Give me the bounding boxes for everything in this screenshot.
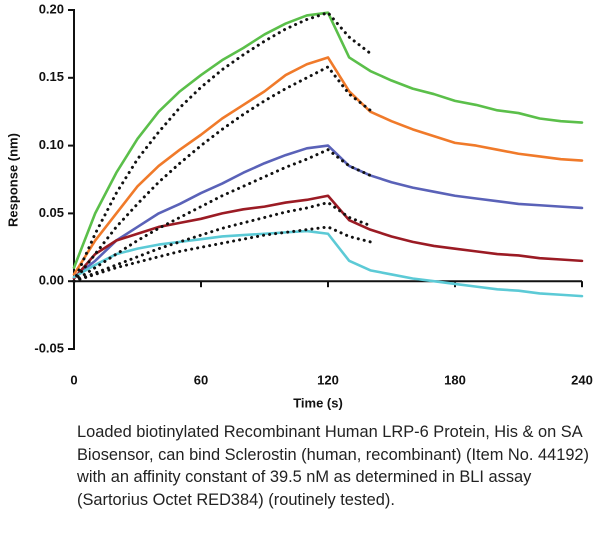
chart: Time (s) Response (nm) -0.05 0.00 0.05 0.10… xyxy=(5,1,593,410)
caption: Loaded biotinylated Recombinant Human LR… xyxy=(77,423,590,509)
fit-line xyxy=(72,65,372,283)
x-tick-label: 180 xyxy=(444,372,466,387)
fit-line xyxy=(72,148,372,283)
data-line xyxy=(72,11,584,269)
data-line xyxy=(72,229,584,298)
x-axis-label: Time (s) xyxy=(293,395,343,410)
y-tick-label: 0.15 xyxy=(39,69,64,84)
x-tick-label: 0 xyxy=(70,372,77,387)
y-tick-label: 0.10 xyxy=(39,137,64,152)
y-tick-label: 0.05 xyxy=(39,205,64,220)
y-tick-label: 0.00 xyxy=(39,273,64,288)
y-tick-label: -0.05 xyxy=(34,340,64,355)
y-tick-label: 0.20 xyxy=(39,1,64,16)
data-line xyxy=(72,144,584,279)
x-tick-label: 120 xyxy=(317,372,339,387)
fit-line xyxy=(72,225,372,283)
x-tick-label: 240 xyxy=(571,372,593,387)
x-tick-label: 60 xyxy=(194,372,208,387)
fit-line xyxy=(72,11,372,283)
fit-line xyxy=(72,201,372,283)
data-line xyxy=(72,56,584,276)
y-axis-label: Response (nm) xyxy=(5,133,20,227)
data-line xyxy=(72,194,584,280)
